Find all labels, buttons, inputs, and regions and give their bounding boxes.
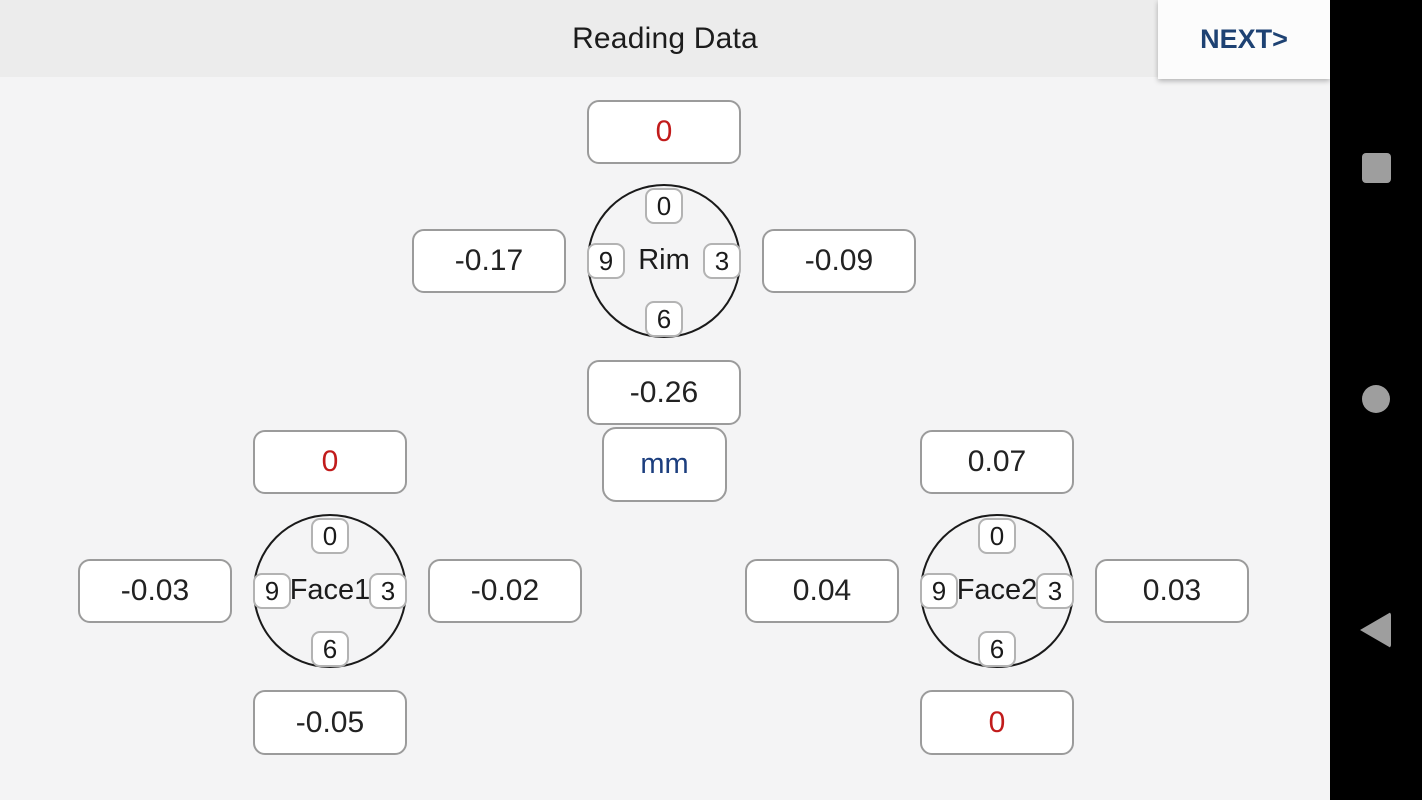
face1-reading-left[interactable]: -0.03 bbox=[78, 559, 232, 623]
dial-group-face2: 0.07 0 9 Face2 3 6 0.04 0.03 0 bbox=[745, 430, 1249, 755]
face2-dial-label: Face2 bbox=[956, 573, 1038, 606]
face1-reading-right[interactable]: -0.02 bbox=[428, 559, 582, 623]
rim-dial-circle: 0 9 Rim 3 6 bbox=[587, 184, 741, 338]
face1-dial-circle: 0 9 Face1 3 6 bbox=[253, 514, 407, 668]
unit-button[interactable]: mm bbox=[602, 427, 727, 502]
face1-clock-pos-3[interactable]: 3 bbox=[369, 573, 407, 609]
face2-clock-pos-6[interactable]: 6 bbox=[978, 631, 1016, 667]
top-bar: Reading Data bbox=[0, 0, 1330, 77]
home-circle-icon bbox=[1362, 385, 1390, 413]
recents-square-icon bbox=[1362, 153, 1391, 183]
face2-reading-left[interactable]: 0.04 bbox=[745, 559, 899, 623]
dial-group-face1: 0 0 9 Face1 3 6 -0.03 -0.02 -0.05 bbox=[78, 430, 582, 755]
android-nav-bar bbox=[1330, 0, 1422, 800]
rim-reading-bottom[interactable]: -0.26 bbox=[587, 360, 741, 425]
face2-reading-right[interactable]: 0.03 bbox=[1095, 559, 1249, 623]
face1-reading-bottom[interactable]: -0.05 bbox=[253, 690, 407, 755]
next-button[interactable]: NEXT> bbox=[1158, 0, 1330, 79]
face2-clock-pos-0[interactable]: 0 bbox=[978, 518, 1016, 554]
dial-group-rim: 0 0 9 Rim 3 6 -0.17 -0.09 -0.26 mm bbox=[412, 100, 916, 502]
face2-clock-pos-3[interactable]: 3 bbox=[1036, 573, 1074, 609]
face1-clock-pos-9[interactable]: 9 bbox=[253, 573, 291, 609]
rim-clock-pos-0[interactable]: 0 bbox=[645, 188, 683, 224]
face1-dial-label: Face1 bbox=[289, 573, 371, 606]
face2-reading-bottom[interactable]: 0 bbox=[920, 690, 1074, 755]
app-content: Reading Data NEXT> 0 0 9 Rim 3 6 -0.17 -… bbox=[0, 0, 1330, 800]
nav-home-button[interactable] bbox=[1330, 353, 1422, 445]
rim-reading-right[interactable]: -0.09 bbox=[762, 229, 916, 293]
face1-clock-pos-0[interactable]: 0 bbox=[311, 518, 349, 554]
rim-clock-pos-6[interactable]: 6 bbox=[645, 301, 683, 337]
page-title: Reading Data bbox=[572, 21, 758, 55]
face1-reading-top[interactable]: 0 bbox=[253, 430, 407, 494]
rim-dial-label: Rim bbox=[638, 243, 690, 276]
face2-clock-pos-9[interactable]: 9 bbox=[920, 573, 958, 609]
nav-back-button[interactable] bbox=[1330, 584, 1422, 676]
face2-reading-top[interactable]: 0.07 bbox=[920, 430, 1074, 494]
back-triangle-icon bbox=[1360, 612, 1391, 648]
rim-reading-top[interactable]: 0 bbox=[587, 100, 741, 164]
rim-reading-left[interactable]: -0.17 bbox=[412, 229, 566, 293]
rim-clock-pos-3[interactable]: 3 bbox=[703, 243, 741, 279]
face2-dial-circle: 0 9 Face2 3 6 bbox=[920, 514, 1074, 668]
face1-clock-pos-6[interactable]: 6 bbox=[311, 631, 349, 667]
rim-clock-pos-9[interactable]: 9 bbox=[587, 243, 625, 279]
nav-recents-button[interactable] bbox=[1330, 122, 1422, 214]
